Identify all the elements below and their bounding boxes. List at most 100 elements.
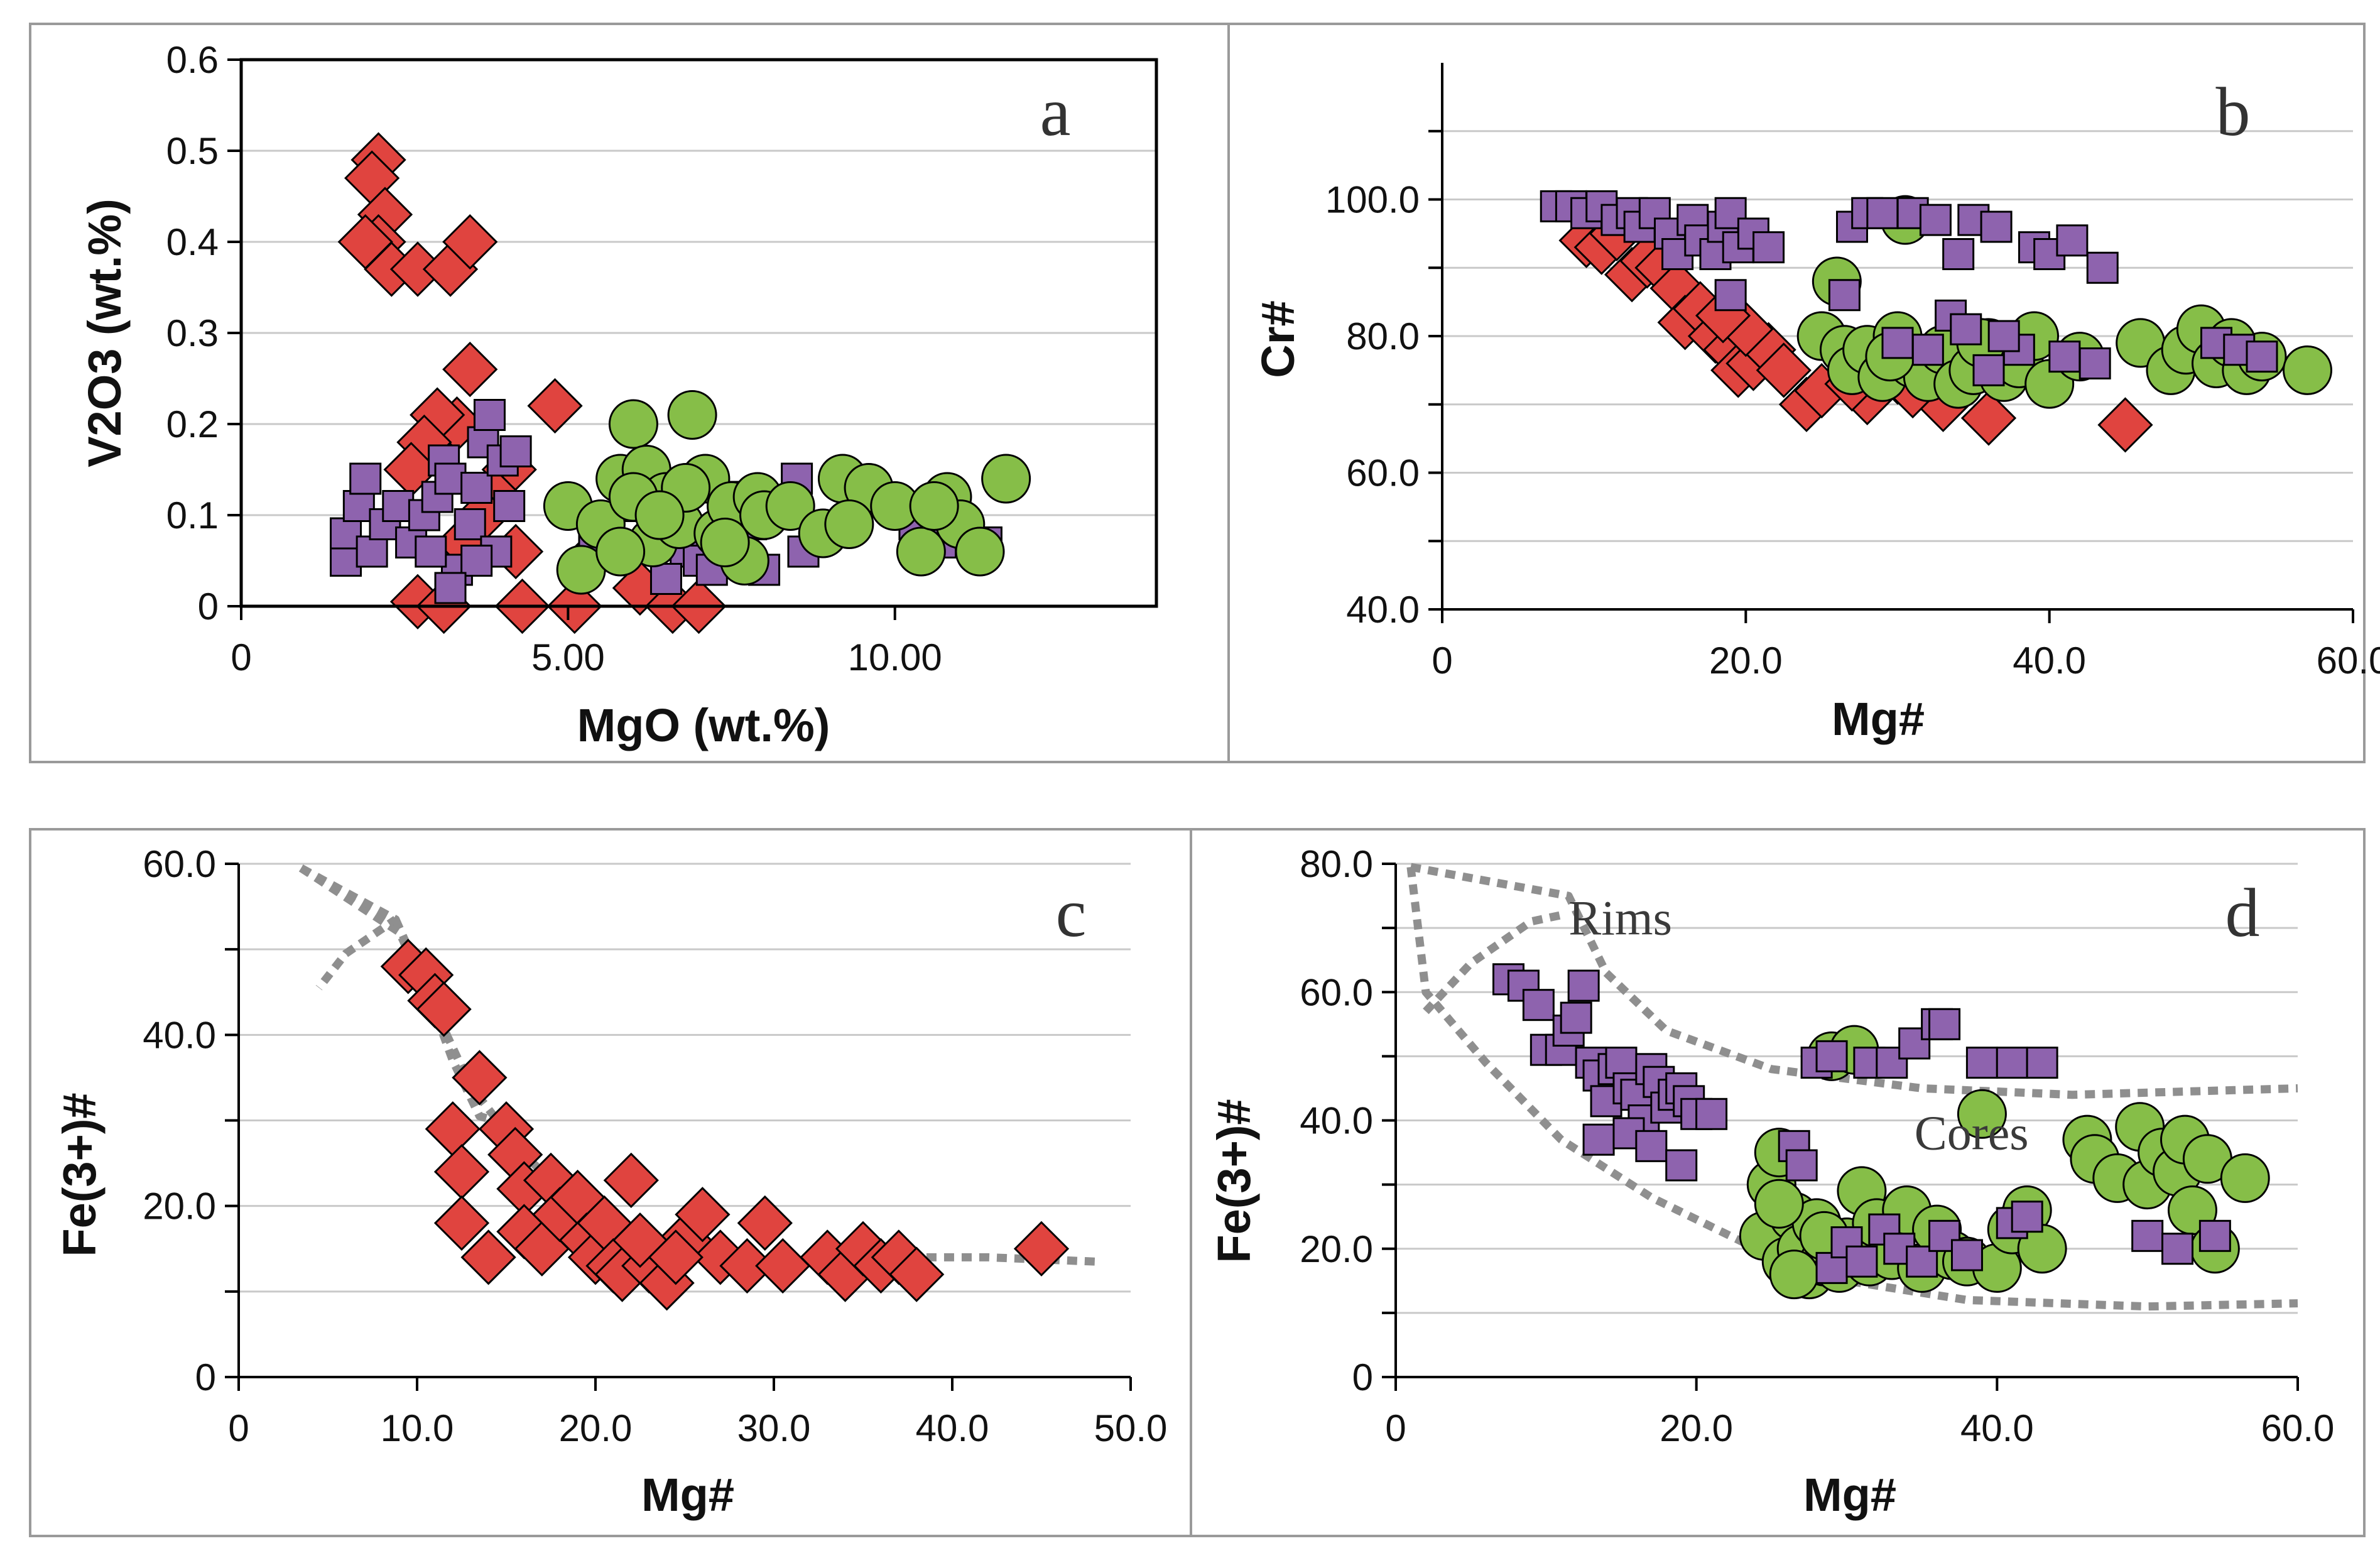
panel-a-green-circle-point (981, 454, 1031, 504)
panel-d-purple-square-point (1928, 1008, 1961, 1040)
panel-a-purple-square-point (356, 535, 388, 568)
panel-d-purple-square-point (1695, 1097, 1728, 1130)
panel-d-x-tick-label: 0 (1385, 1407, 1406, 1449)
panel-b-x-tick-label: 40.0 (2013, 640, 2086, 682)
panel-b-purple-square-point (1911, 334, 1944, 366)
panel-d-green-circle-point (1769, 1250, 1819, 1300)
panel-d-purple-square-point (1996, 1047, 2028, 1079)
panel-a-y-tick-label: 0.3 (166, 312, 219, 354)
panel-a-y-tick-label: 0.6 (166, 39, 219, 81)
panel-d-purple-square-point (1815, 1040, 1848, 1072)
panel-c-x-tick-label: 40.0 (916, 1407, 989, 1449)
panel-b-letter: b (2216, 74, 2251, 150)
panel-d-y-axis-title: Fe(3+)# (1208, 1099, 1260, 1263)
panel-c-y-tick-label: 60.0 (143, 843, 216, 885)
panel-c-red-diamond-point (737, 1195, 793, 1251)
panel-b-y-tick-label: 40.0 (1346, 589, 1420, 631)
panel-d-purple-square-point (2198, 1219, 2231, 1252)
panel-b-red-diamond-point (1756, 342, 1812, 398)
panel-d-frame (1190, 828, 2366, 1537)
panel-a-x-tick-label: 0 (231, 636, 251, 678)
panel-d-annotation-cores: Cores (1915, 1105, 2029, 1160)
panel-b-purple-square-point (1752, 231, 1785, 264)
panel-b-purple-square-point (1866, 197, 1899, 229)
panel-b-red-diamond-point (2097, 397, 2153, 453)
panel-d-purple-square-point (1567, 969, 1600, 1002)
panel-b-y-tick-label: 100.0 (1325, 179, 1420, 221)
panel-a-green-circle-point (634, 490, 685, 540)
panel-a-purple-square-point (649, 563, 682, 595)
panel-a-green-circle-point (608, 399, 658, 449)
panel-c-red-diamond-point (1013, 1221, 1070, 1277)
panel-d-purple-square-point (2131, 1219, 2164, 1252)
panel-c-red-diamond-point (648, 1229, 704, 1285)
panel-b-purple-square-point (1881, 327, 1914, 359)
panel-b-purple-square-point (1714, 279, 1747, 312)
panel-b-x-axis-title: Mg# (1832, 693, 1925, 745)
panel-d-purple-square-point (1785, 1149, 1818, 1182)
panel-b-x-tick-label: 60.0 (2317, 640, 2380, 682)
panel-d-x-tick-label: 40.0 (1960, 1407, 2034, 1449)
panel-a-ticks: 0 0.1 0.2 0.3 0.4 0.5 0.6 0 5.00 10.00 (166, 39, 942, 678)
panel-c-y-tick-label: 40.0 (143, 1014, 216, 1056)
panel-b-purple-square-point (1987, 320, 2020, 352)
panel-c-y-tick-label: 0 (195, 1356, 216, 1398)
panel-c-x-tick-label: 0 (228, 1407, 249, 1449)
panel-d-letter: d (2225, 874, 2260, 951)
panel-d: 020.040.060.080.00 20.0 40.0 60.0RimsCores … (1208, 843, 2334, 1521)
panel-a-purple-square-point (460, 472, 493, 504)
panel-c-x-tick-label: 10.0 (381, 1407, 454, 1449)
panel-d-y-tick-label: 40.0 (1300, 1100, 1373, 1142)
panel-a-y-tick-label: 0.4 (166, 221, 219, 263)
panel-a-red-diamond-point (442, 214, 498, 270)
panel-c-x-axis-title: Mg# (641, 1469, 734, 1521)
panel-a-red-diamond-point (527, 378, 583, 434)
panel-b-purple-square-point (1980, 210, 2013, 243)
panel-a-x-axis-title: MgO (wt.%) (577, 699, 830, 751)
panel-b-markers (1540, 190, 2332, 453)
panel-c-red-diamond-point (889, 1246, 945, 1302)
panel-c-red-diamond-point (433, 1195, 490, 1251)
panel-b-y-tick-label: 80.0 (1346, 315, 1420, 357)
panel-d-purple-square-point (1582, 1123, 1615, 1156)
panel-b-green-circle-point (2283, 345, 2332, 395)
panel-a-green-circle-point (824, 499, 874, 549)
panel-c-red-diamond-point (416, 981, 472, 1037)
panel-d-y-tick-label: 20.0 (1300, 1228, 1373, 1270)
panel-c-red-diamond-point (452, 1050, 508, 1106)
panel-a-purple-square-point (349, 462, 382, 495)
panel-a-y-tick-label: 0.1 (166, 494, 219, 536)
panel-c-red-diamond-point (460, 1229, 516, 1285)
panel-a-green-circle-point (955, 526, 1005, 577)
panel-b-x-tick-label: 20.0 (1709, 640, 1783, 682)
panel-a-purple-square-point (493, 490, 526, 522)
panel-c: 0 20.0 40.0 60.0 0 10.0 20.0 30.0 40.0 50.0 c Mg#… (53, 843, 1167, 1521)
panel-a: 0 0.1 0.2 0.3 0.4 0.5 0.6 0 5.00 10.00 a MgO (wt.… (79, 39, 1158, 751)
panel-a-purple-square-point (454, 508, 486, 540)
panel-a-purple-square-point (499, 435, 532, 467)
panel-d-purple-square-point (1965, 1047, 1998, 1079)
panel-d-green-circle-point (1754, 1179, 1804, 1229)
panel-b-purple-square-point (1919, 204, 1952, 236)
panel-b-purple-square-point (1972, 354, 2005, 386)
panel-d-x-tick-label: 20.0 (1660, 1407, 1733, 1449)
panel-b-y-tick-label: 60.0 (1346, 452, 1420, 494)
panel-a-purple-square-point (473, 399, 506, 431)
panel-c-letter: c (1056, 874, 1087, 951)
panel-b-ticks: 40.0 60.0 80.0 100.0 0 20.0 40.0 60.0 (1325, 63, 2380, 682)
panel-b-purple-square-point (2078, 347, 2111, 379)
panel-a-y-tick-label: 0.5 (166, 130, 219, 172)
panel-c-x-tick-label: 30.0 (737, 1407, 811, 1449)
panel-a-y-axis-title: V2O3 (wt.%) (79, 199, 131, 467)
panel-a-green-circle-point (765, 481, 815, 531)
panel-a-markers (330, 132, 1031, 634)
panel-c-x-tick-label: 50.0 (1094, 1407, 1168, 1449)
panel-d-annotation-rims: Rims (1568, 890, 1672, 945)
panel-a-x-tick-label: 5.00 (531, 636, 605, 678)
panel-b-purple-square-point (1950, 313, 1982, 346)
panel-b: 40.0 60.0 80.0 100.0 0 20.0 40.0 60.0 b Mg# Cr# (1252, 63, 2380, 745)
panel-a-green-circle-point (909, 481, 959, 531)
panel-d-purple-square-point (2011, 1201, 2043, 1233)
panel-d-markers (1492, 963, 2270, 1300)
